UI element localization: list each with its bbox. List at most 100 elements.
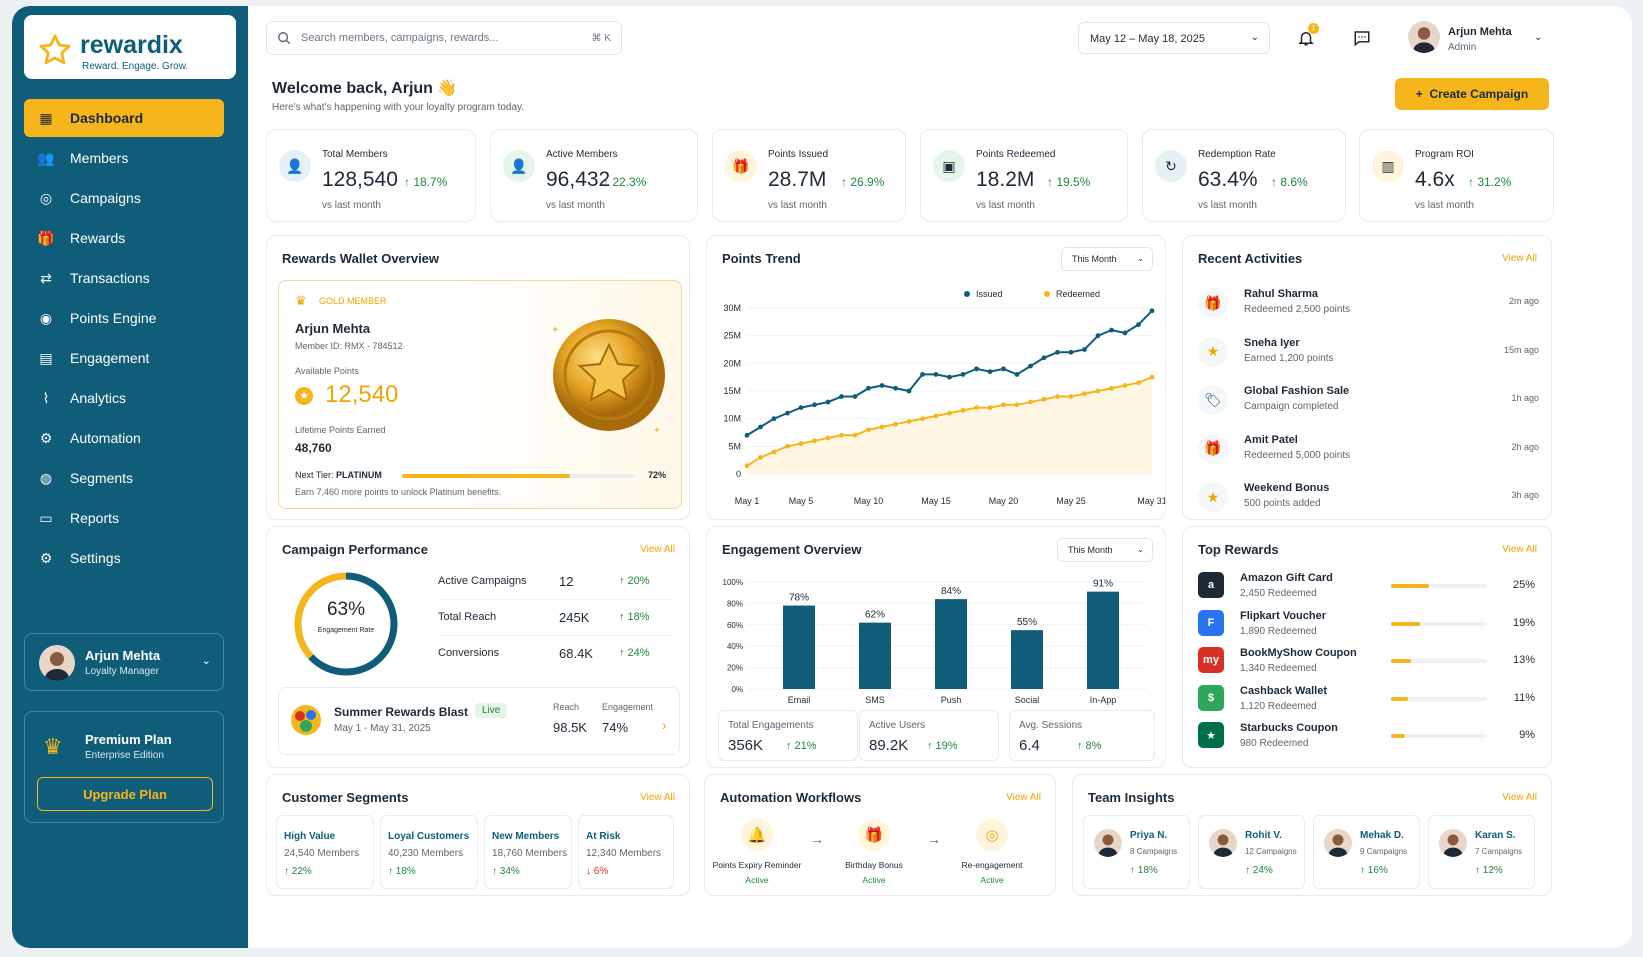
notifications-button[interactable]: 1 (1291, 23, 1321, 53)
team-member-card[interactable]: Karan S. 7 Campaigns ↑ 12% (1428, 815, 1535, 889)
kpi-card[interactable]: 👤 Total Members 128,540 ↑ 18.7% vs last mont… (266, 129, 476, 222)
legend-marker (964, 291, 970, 297)
activity-item[interactable]: 🏷 Global Fashion Sale Campaign completed 1h… (1183, 377, 1553, 421)
target-icon[interactable]: ◎ (976, 819, 1008, 851)
reward-item[interactable]: my BookMyShow Coupon 1,340 Redeemed 13% (1183, 642, 1553, 678)
sidebar-user-name: Arjun Mehta (85, 648, 161, 663)
segment-card[interactable]: Loyal Customers 40,230 Members ↑ 18% (380, 815, 478, 889)
kpi-change: ↑ 8.6% (1271, 175, 1308, 189)
sidebar-item-points-engine[interactable]: ◉ Points Engine (24, 299, 224, 337)
sidebar-item-label: Rewards (70, 230, 126, 246)
sidebar-item-dashboard[interactable]: ▦ Dashboard (24, 99, 224, 137)
sidebar-item-label: Engagement (70, 350, 150, 366)
plan-name: Premium Plan (85, 732, 172, 747)
campaign-stat-change: ↑ 20% (619, 575, 650, 587)
segment-card[interactable]: New Members 18,760 Members ↑ 34% (484, 815, 572, 889)
campaign-performance-title: Campaign Performance (282, 542, 428, 557)
automation-icon: ⚙ (39, 429, 53, 446)
chevron-right-icon[interactable]: › (662, 717, 667, 733)
team-member-card[interactable]: Priya N. 8 Campaigns ↑ 18% (1083, 815, 1190, 889)
data-point (798, 405, 804, 410)
activity-item[interactable]: ★ Sneha Iyer Earned 1,200 points 15m ago (1183, 329, 1553, 373)
reward-name: Flipkart Voucher (1240, 609, 1326, 622)
activity-detail: Redeemed 5,000 points (1244, 449, 1351, 461)
featured-campaign[interactable]: Summer Rewards Blast Live May 1 - May 31… (278, 687, 680, 755)
kpi-value: 128,540 (322, 168, 398, 191)
team-member-card[interactable]: Rohit V. 12 Campaigns ↑ 24% (1198, 815, 1305, 889)
messages-button[interactable] (1347, 23, 1377, 53)
date-range-select[interactable]: May 12 – May 18, 2025 ⌄ (1078, 22, 1270, 54)
logo[interactable]: rewardix Reward. Engage. Grow. (24, 15, 236, 79)
sidebar-item-campaigns[interactable]: ◎ Campaigns (24, 179, 224, 217)
reward-item[interactable]: F Flipkart Voucher 1,890 Redeemed 19% (1183, 605, 1553, 641)
kpi-card[interactable]: ↻ Redemption Rate 63.4% ↑ 8.6% vs last month (1142, 129, 1346, 222)
sidebar-user-card[interactable]: Arjun Mehta Loyalty Manager ⌄ (24, 633, 224, 691)
bell-icon[interactable]: 🔔 (741, 819, 773, 851)
reward-sub: 980 Redeemed (1240, 738, 1309, 749)
segments-view-all-link[interactable]: View All (640, 792, 675, 803)
sidebar-item-automation[interactable]: ⚙ Automation (24, 419, 224, 457)
kpi-card[interactable]: ▥ Program ROI 4.6x ↑ 31.2% vs last month (1359, 129, 1554, 222)
segment-name: New Members (492, 831, 560, 842)
avatar (1408, 21, 1440, 53)
campaign-view-all-link[interactable]: View All (640, 544, 675, 555)
brand-tagline: Reward. Engage. Grow. (82, 61, 189, 72)
app-window: rewardix Reward. Engage. Grow. ▦ Dashboar… (12, 6, 1632, 948)
trend-period-select[interactable]: This Month ⌄ (1061, 247, 1153, 271)
sidebar-item-engagement[interactable]: ▤ Engagement (24, 339, 224, 377)
segment-card[interactable]: At Risk 12,340 Members ↓ 6% (578, 815, 674, 889)
activity-item[interactable]: ★ Weekend Bonus 500 points added 3h ago (1183, 474, 1553, 518)
chevron-down-icon[interactable]: ⌄ (201, 655, 211, 667)
activity-item[interactable]: 🎁 Rahul Sharma Redeemed 2,500 points 2m ago (1183, 280, 1553, 324)
top-rewards-view-all-link[interactable]: View All (1502, 544, 1537, 555)
reward-item[interactable]: ★ Starbucks Coupon 980 Redeemed 9% (1183, 717, 1553, 753)
activity-name: Weekend Bonus (1244, 482, 1330, 494)
sidebar-item-segments[interactable]: ◍ Segments (24, 459, 224, 497)
kpi-card[interactable]: 👤 Active Members 96,432 ↑ 22.3% vs last mont… (490, 129, 698, 222)
engagement-overview-card: Engagement Overview This Month ⌄ 0% 20% 40%… (706, 526, 1166, 768)
gift-icon[interactable]: 🎁 (858, 819, 890, 851)
segment-card[interactable]: High Value 24,540 Members ↑ 22% (276, 815, 374, 889)
sidebar-item-rewards[interactable]: 🎁 Rewards (24, 219, 224, 257)
reward-item[interactable]: $ Cashback Wallet 1,120 Redeemed 11% (1183, 680, 1553, 716)
segment-name: Loyal Customers (388, 831, 470, 842)
campaigns-icon: ◎ (39, 189, 53, 206)
arrow-right-icon: → (927, 831, 941, 847)
svg-text:✦: ✦ (653, 425, 661, 435)
team-view-all-link[interactable]: View All (1502, 792, 1537, 803)
segment-count: 18,760 Members (492, 848, 568, 859)
bar-category-label: Email (788, 695, 811, 705)
kpi-card[interactable]: ▣ Points Redeemed 18.2M ↑ 19.5% vs last mont… (920, 129, 1128, 222)
campaign-stat-value: 12 (559, 574, 574, 589)
kpi-value: 4.6x (1415, 168, 1455, 191)
tag-icon: 🏷 (1198, 385, 1228, 415)
header-user-menu[interactable]: Arjun Mehta Admin ⌄ (1408, 20, 1558, 58)
engagement-period-select[interactable]: This Month ⌄ (1057, 538, 1153, 562)
campaign-performance-card: Campaign Performance View All 63% Engage… (266, 526, 690, 768)
featured-campaign-dates: May 1 - May 31, 2025 (334, 723, 431, 734)
top-rewards-title: Top Rewards (1198, 542, 1279, 557)
kpi-card[interactable]: 🎁 Points Issued 28.7M ↑ 26.9% vs last month (712, 129, 906, 222)
automation-view-all-link[interactable]: View All (1006, 792, 1041, 803)
sidebar-item-analytics[interactable]: ⌇ Analytics (24, 379, 224, 417)
sidebar-item-reports[interactable]: ▭ Reports (24, 499, 224, 537)
sidebar-item-members[interactable]: 👥 Members (24, 139, 224, 177)
upgrade-plan-button[interactable]: Upgrade Plan (37, 777, 213, 811)
search-input[interactable]: Search members, campaigns, rewards... ⌘ … (266, 21, 622, 55)
reward-item[interactable]: a Amazon Gift Card 2,450 Redeemed 25% (1183, 567, 1553, 603)
sidebar-item-settings[interactable]: ⚙ Settings (24, 539, 224, 577)
activity-time: 2m ago (1508, 296, 1539, 306)
roi-chart-icon: ▥ (1372, 150, 1404, 182)
reward-name: Amazon Gift Card (1240, 572, 1333, 584)
data-point (1028, 363, 1033, 369)
star-coin-icon: ★ (1198, 336, 1228, 367)
available-points-label: Available Points (295, 366, 359, 376)
activity-item[interactable]: 🎁 Amit Patel Redeemed 5,000 points 2h ago (1183, 426, 1553, 470)
sidebar-item-transactions[interactable]: ⇄ Transactions (24, 259, 224, 297)
avatar (1209, 829, 1237, 857)
create-campaign-button[interactable]: + Create Campaign (1395, 78, 1549, 110)
activities-view-all-link[interactable]: View All (1502, 253, 1537, 264)
search-shortcut: ⌘ K (591, 32, 611, 44)
team-member-card[interactable]: Mehak D. 9 Campaigns ↑ 16% (1313, 815, 1420, 889)
reward-logo-icon: my (1198, 647, 1224, 673)
